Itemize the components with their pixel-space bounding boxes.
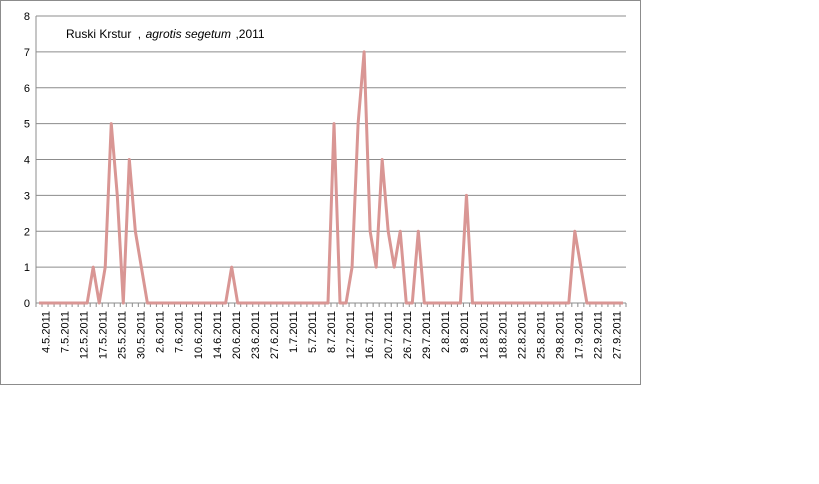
y-tick-label: 8 <box>24 11 30 23</box>
y-tick-label: 2 <box>24 226 30 238</box>
x-tick-label: 27.6.2011 <box>269 311 281 359</box>
x-tick-label: 7.5.2011 <box>60 311 72 353</box>
x-tick-label: 2.6.2011 <box>155 311 167 353</box>
x-tick-label: 7.6.2011 <box>174 311 186 353</box>
y-tick-label: 7 <box>24 47 30 59</box>
x-tick-label: 1.7.2011 <box>288 311 300 353</box>
x-tick-label: 18.8.2011 <box>497 311 509 359</box>
x-tick-label: 27.9.2011 <box>611 311 623 359</box>
x-tick-label: 16.7.2011 <box>364 311 376 359</box>
y-tick-label: 5 <box>24 119 30 131</box>
x-tick-label: 17.9.2011 <box>573 311 585 359</box>
chart-title: Ruski Krstur , agrotis segetum ,2011 <box>66 25 265 42</box>
x-axis: 4.5.2011 7.5.2011 12.5.2011 17.5.2011 25.5.2… <box>35 303 627 359</box>
x-tick-label: 9.8.2011 <box>459 311 471 353</box>
x-tick-label: 29.8.2011 <box>554 311 566 359</box>
x-tick-label: 20.6.2011 <box>231 311 243 359</box>
chart-title-sep1: , <box>138 27 141 41</box>
x-tick-label: 5.7.2011 <box>307 311 319 353</box>
x-tick-label: 23.6.2011 <box>250 311 262 359</box>
x-tick-label: 22.9.2011 <box>592 311 604 359</box>
x-tick-label: 2.8.2011 <box>440 311 452 353</box>
y-tick-label: 0 <box>24 298 30 310</box>
chart-title-location: Ruski Krstur <box>66 27 131 41</box>
x-tick-label: 12.5.2011 <box>79 311 91 359</box>
series-line <box>39 50 623 305</box>
y-tick-label: 4 <box>24 155 30 167</box>
x-tick-label: 12.8.2011 <box>478 311 490 359</box>
y-tick-label: 1 <box>24 262 30 274</box>
x-tick-label: 14.6.2011 <box>212 311 224 359</box>
chart-frame <box>0 0 641 385</box>
chart-title-year: ,2011 <box>235 27 264 41</box>
x-tick-label: 25.5.2011 <box>117 311 129 359</box>
x-tick-label: 17.5.2011 <box>98 311 110 359</box>
y-axis: 0 1 2 3 4 5 6 7 8 <box>24 11 30 310</box>
x-tick-label: 30.5.2011 <box>136 311 148 359</box>
x-tick-label: 10.6.2011 <box>193 311 205 359</box>
x-tick-label: 12.7.2011 <box>345 311 357 359</box>
x-tick-label: 8.7.2011 <box>326 311 338 353</box>
x-tick-label: 29.7.2011 <box>421 311 433 359</box>
y-tick-label: 3 <box>24 190 30 202</box>
chart-title-species: agrotis segetum <box>146 27 231 41</box>
x-tick-label: 26.7.2011 <box>402 311 414 359</box>
x-tick-label: 25.8.2011 <box>535 311 547 359</box>
x-tick-label: 22.8.2011 <box>516 311 528 359</box>
x-tick-label: 4.5.2011 <box>41 311 53 353</box>
x-tick-label: 20.7.2011 <box>383 311 395 359</box>
y-tick-label: 6 <box>24 83 30 95</box>
